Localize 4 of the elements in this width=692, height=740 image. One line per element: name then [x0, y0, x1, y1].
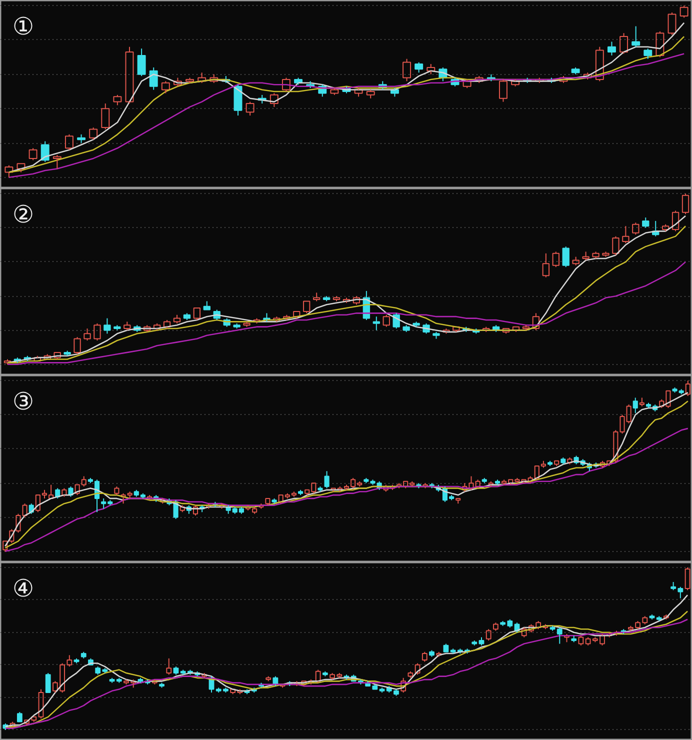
chart-title: ④ — [12, 574, 34, 602]
chart-title: ① — [12, 12, 34, 40]
chart-title: ③ — [12, 388, 34, 416]
chart-title: ② — [12, 200, 34, 228]
